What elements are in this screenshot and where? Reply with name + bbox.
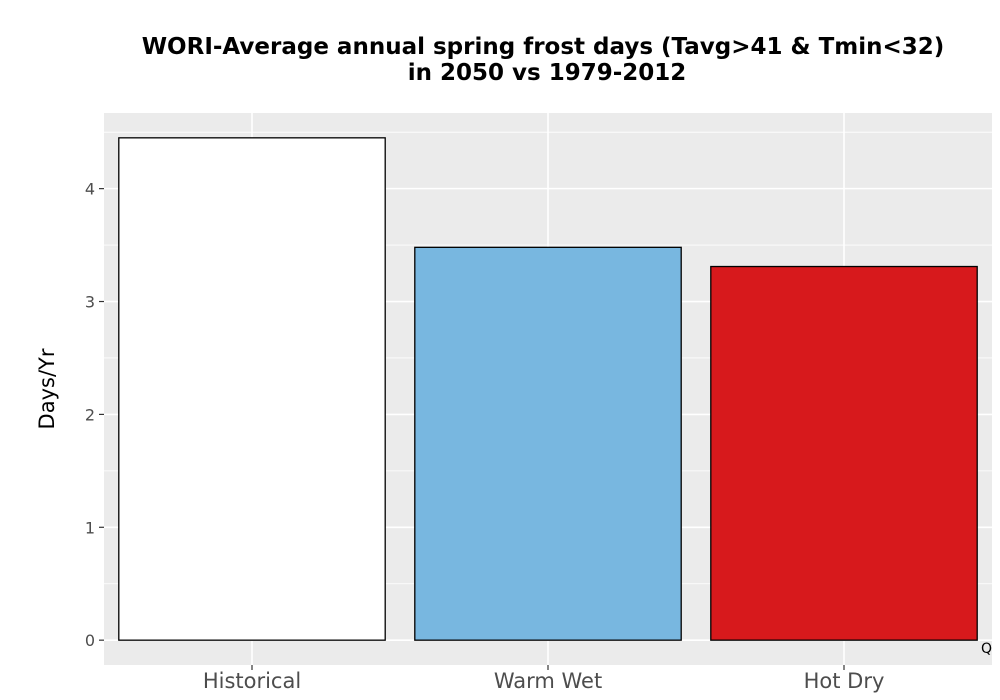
x-tick-label: Hot Dry	[804, 669, 885, 693]
x-axis-ticks: Historical Warm Wet Hot Dry	[203, 665, 885, 693]
y-tick-label: 0	[85, 631, 95, 650]
corner-mark: Q	[981, 641, 992, 657]
y-tick-label: 3	[85, 293, 95, 312]
bars	[118, 137, 978, 641]
y-tick-label: 2	[85, 405, 95, 424]
bar-warm-wet	[414, 246, 682, 641]
y-axis-ticks: 0 1 2 3 4	[85, 180, 104, 650]
bar-hot-dry	[710, 265, 978, 641]
x-tick-label: Warm Wet	[494, 669, 602, 693]
chart-title-line-2: in 2050 vs 1979-2012	[408, 60, 687, 86]
y-axis-title: Days/Yr	[35, 348, 59, 429]
y-tick-label: 1	[85, 518, 95, 537]
x-tick-label: Historical	[203, 669, 301, 693]
bar-historical	[118, 137, 386, 641]
chart-title-line-1: WORI-Average annual spring frost days (T…	[142, 34, 945, 60]
y-tick-label: 4	[85, 180, 95, 199]
